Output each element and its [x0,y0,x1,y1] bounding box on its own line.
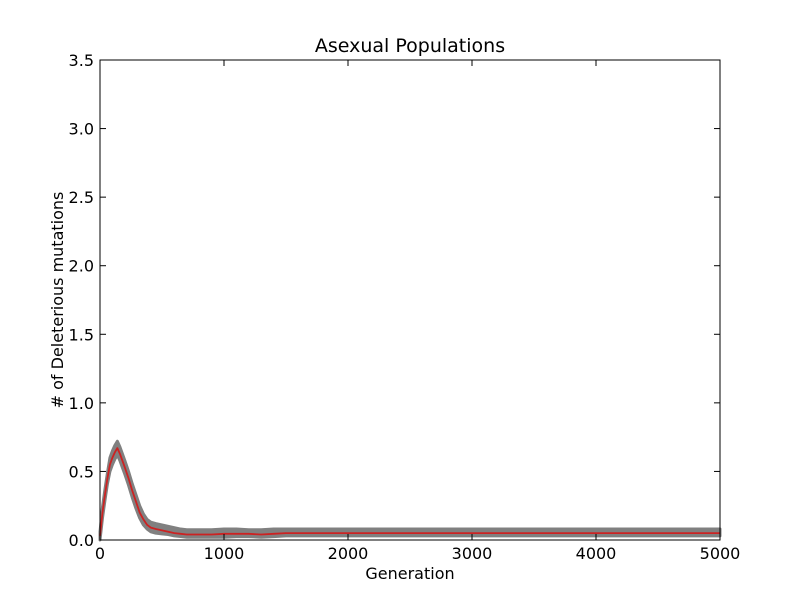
mean-line [99,447,720,536]
x-tick-label: 1000 [204,544,245,563]
plot-frame [99,59,721,541]
x-tick-label: 4000 [576,544,617,563]
x-tick-label: 2000 [328,544,369,563]
y-tick-label: 1.5 [69,325,94,344]
x-axis: 0 1000 2000 3000 4000 5000 [95,60,740,563]
y-tick-label: 2.5 [69,188,94,207]
y-tick-label: 1.0 [69,394,94,413]
x-tick-label: 0 [95,544,105,563]
x-tick-label: 3000 [452,544,493,563]
y-tick-label: 3.5 [69,51,94,70]
variance-band [98,439,722,542]
x-axis-label: Generation [365,564,454,583]
y-tick-label: 0.0 [69,531,94,550]
y-axis: 0.0 0.5 1.0 1.5 2.0 2.5 3.0 3.5 [69,51,720,550]
y-tick-label: 0.5 [69,462,94,481]
chart-title: Asexual Populations [315,35,505,57]
y-tick-label: 2.0 [69,257,94,276]
y-axis-label: # of Deleterious mutations [48,192,67,409]
x-tick-label: 5000 [700,544,741,563]
y-tick-label: 3.0 [69,120,94,139]
plot-area [98,439,722,542]
